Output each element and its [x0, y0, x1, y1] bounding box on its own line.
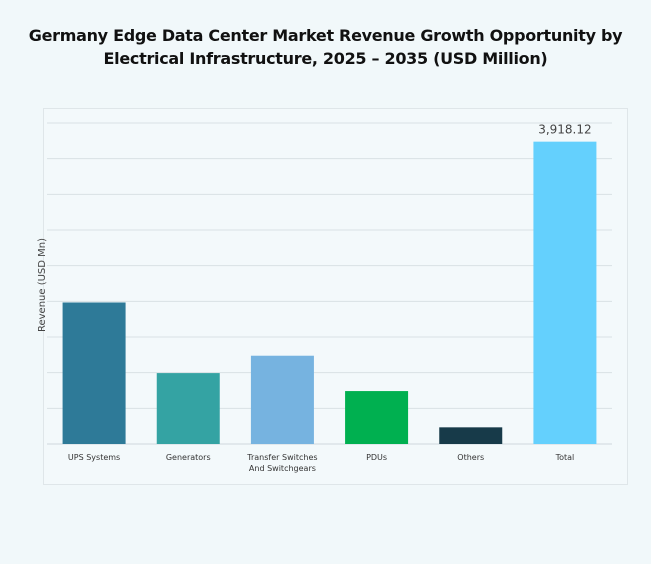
bar: [156, 373, 220, 444]
chart-title-line-2: Electrical Infrastructure, 2025 – 2035 (…: [103, 49, 548, 68]
data-label: 3,918.12: [538, 123, 591, 137]
bar: [62, 302, 126, 444]
bar: [345, 391, 409, 444]
y-axis-label: Revenue (USD Mn): [37, 238, 48, 332]
x-tick-label: Generators: [166, 453, 211, 462]
x-tick-label: And Switchgears: [249, 464, 316, 473]
bar: [250, 355, 314, 444]
x-tick-label: PDUs: [366, 453, 387, 462]
x-tick-label: UPS Systems: [68, 453, 120, 462]
chart-panel: [43, 108, 628, 485]
chart-title: Germany Edge Data Center Market Revenue …: [0, 24, 651, 70]
bar: [439, 427, 503, 444]
x-tick-label: Total: [555, 453, 575, 462]
chart-title-line-1: Germany Edge Data Center Market Revenue …: [28, 26, 623, 45]
x-tick-label: Transfer Switches: [246, 453, 317, 462]
bar: [533, 141, 597, 444]
x-tick-label: Others: [457, 453, 484, 462]
